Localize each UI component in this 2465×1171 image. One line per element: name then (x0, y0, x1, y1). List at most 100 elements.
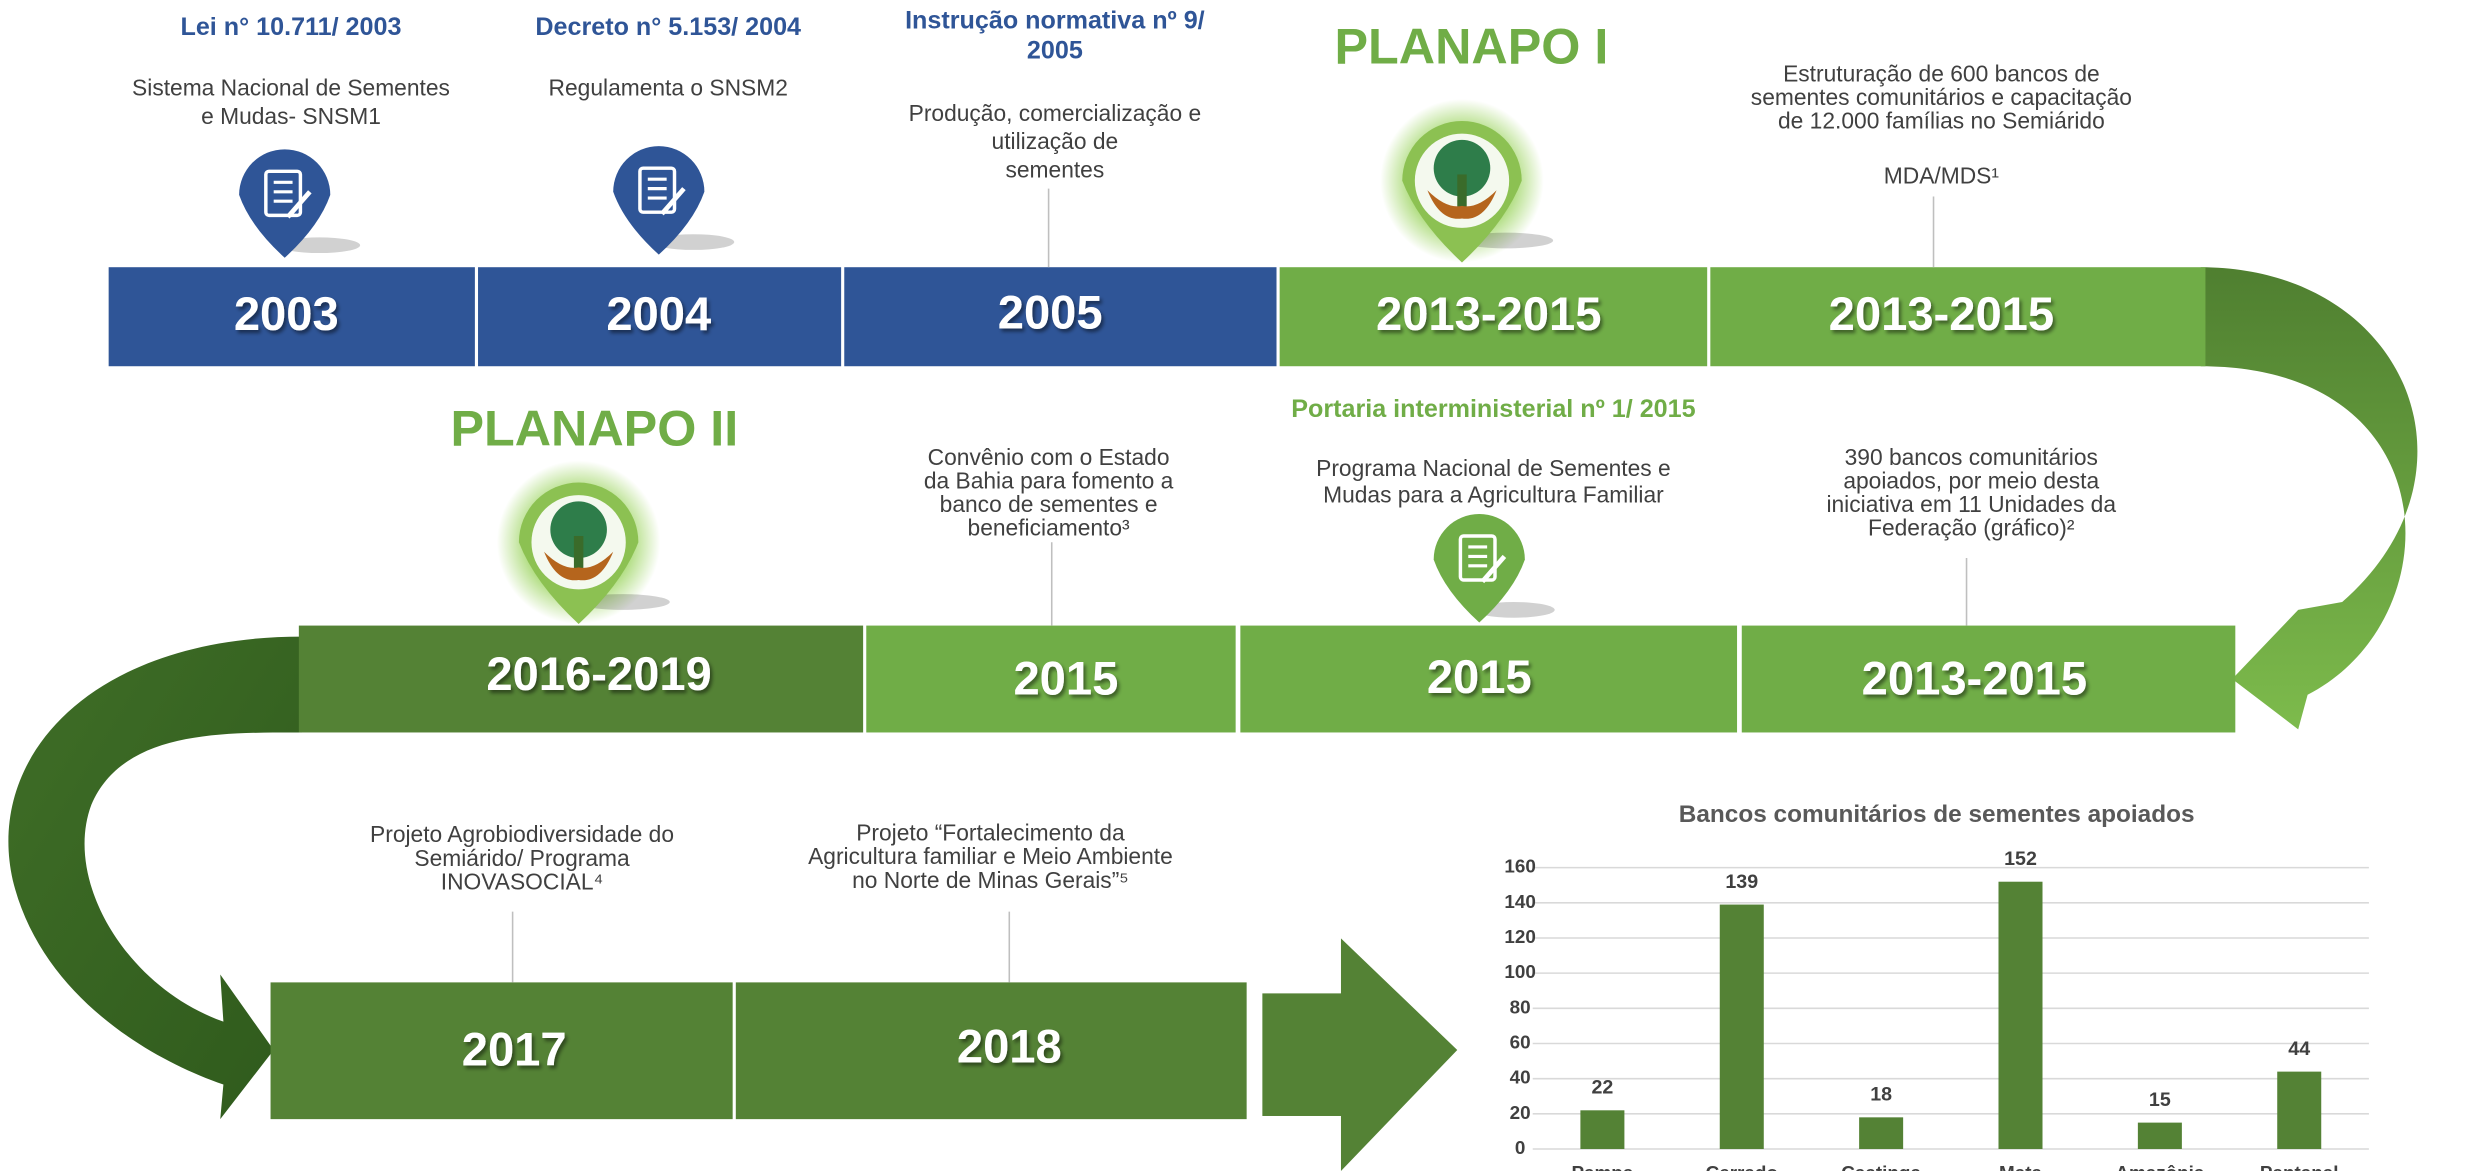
year-label: 2015 (1427, 650, 1532, 703)
pin (239, 149, 331, 258)
event-description: Regulamenta o SNSM2 (549, 75, 788, 101)
doc-icon (1458, 534, 1497, 582)
event-title: PLANAPO I (1335, 18, 1609, 75)
bar (2137, 1122, 2182, 1149)
bar-chart: Bancos comunitários de sementes apoiados… (1504, 801, 2369, 1171)
data-label: 18 (1870, 1084, 1892, 1106)
x-tick-label: Cerrado (1706, 1162, 1778, 1171)
doc-icon (638, 166, 677, 214)
curved-arrow-right (2200, 267, 2418, 730)
y-tick-label: 20 (1510, 1102, 1531, 1123)
event-description: Projeto “Fortalecimento da (856, 820, 1125, 846)
tree-trunk (573, 535, 584, 571)
event-title: 2005 (1027, 37, 1083, 65)
event-description: banco de sementes e (940, 491, 1158, 517)
year-bar (1710, 267, 2206, 367)
year-label: 2017 (462, 1023, 567, 1076)
year-label: 2004 (606, 287, 711, 340)
event-description: sementes (1005, 156, 1104, 182)
year-bar (270, 982, 733, 1120)
event-description: 390 bancos comunitários (1845, 444, 2098, 470)
event-description: Sistema Nacional de Sementes (132, 75, 450, 101)
tree-hands (544, 551, 614, 581)
year-bar (844, 267, 1277, 367)
event-description: INOVASOCIAL⁴ (441, 868, 604, 894)
year-bar (735, 982, 1247, 1120)
event-description: de 12.000 famílias no Semiárido (1778, 108, 2105, 134)
bar (1719, 904, 1764, 1149)
x-tick-label: Amazônia (2115, 1162, 2205, 1171)
year-bar (1741, 625, 2236, 733)
event-description: iniciativa em 11 Unidades da (1826, 491, 2116, 517)
year-bar (1279, 267, 1708, 367)
event-description: da Bahia para fomento a (924, 468, 1174, 494)
curved-arrow-left (8, 636, 302, 1120)
event-description: no Norte de Minas Gerais”⁵ (852, 867, 1129, 893)
event-title: Decreto n° 5.153/ 2004 (535, 13, 801, 41)
y-tick-label: 0 (1515, 1137, 1526, 1158)
bar (1859, 1117, 1904, 1149)
event-description: Programa Nacional de Sementes e (1316, 455, 1671, 481)
data-label: 22 (1591, 1076, 1613, 1098)
arrow-body (1262, 993, 1345, 1116)
y-tick-label: 100 (1504, 961, 1535, 982)
data-label: 15 (2149, 1089, 2171, 1111)
x-tick-label: Mata (1999, 1162, 2042, 1171)
doc-icon-pen (660, 187, 686, 216)
year-bar (866, 625, 1236, 733)
doc-icon-pen (1480, 554, 1507, 584)
event-description: Estruturação de 600 bancos de (1783, 60, 2100, 86)
year-label: 2003 (234, 287, 339, 340)
data-label: 44 (2288, 1038, 2310, 1060)
pin (613, 146, 705, 255)
year-label: 2018 (957, 1019, 1062, 1072)
event-description: Federação (gráfico)² (1868, 515, 2075, 541)
event-description: e Mudas- SNSM1 (201, 103, 381, 129)
event-title: Lei n° 10.711/ 2003 (180, 13, 401, 41)
tree-trunk (1457, 174, 1467, 210)
x-tick-label: Pampa (1571, 1162, 1633, 1171)
event-description: apoiados, por meio desta (1843, 468, 2099, 494)
data-label: 139 (1725, 871, 1758, 893)
year-bar (1240, 625, 1738, 733)
event-title: Portaria interministerial nº 1/ 2015 (1291, 395, 1695, 423)
event-description: Mudas para a Agricultura Familiar (1323, 482, 1664, 508)
year-label: 2005 (998, 285, 1103, 338)
year-label: 2016-2019 (486, 647, 711, 700)
x-tick-label: Caatinga (1841, 1162, 1921, 1171)
year-bar (478, 267, 842, 367)
y-tick-label: 140 (1504, 891, 1535, 912)
arrow-head (1340, 938, 1458, 1171)
event-title: Instrução normativa nº 9/ (905, 7, 1205, 35)
year-label: 2013-2015 (1829, 287, 2054, 340)
y-tick-label: 40 (1510, 1067, 1531, 1088)
bar (1998, 881, 2043, 1149)
y-tick-label: 160 (1504, 856, 1535, 877)
event-description: Convênio com o Estado (928, 444, 1170, 470)
y-tick-label: 80 (1510, 996, 1531, 1017)
drawing: 2003 Lei n° 10.711/ 2003 Sistema Nacional … (8, 7, 2418, 1171)
x-tick-label: Pantanal (2260, 1162, 2339, 1171)
event-description: MDA/MDS¹ (1884, 163, 2000, 189)
doc-icon-pen (286, 190, 312, 219)
event-description: Projeto Agrobiodiversidade do (370, 821, 674, 847)
event-description: Semiárido/ Programa (414, 845, 630, 871)
year-label: 2013-2015 (1862, 652, 2087, 705)
tree-hands (1427, 190, 1497, 219)
tree-crown (1433, 139, 1491, 197)
year-label: 2015 (1013, 652, 1118, 705)
year-bar (108, 267, 475, 367)
event-description: utilização de (992, 128, 1119, 154)
event-description: sementes comunitários e capacitação (1751, 84, 2132, 110)
data-label: 152 (2004, 848, 2037, 870)
y-tick-label: 60 (1510, 1031, 1531, 1052)
event-title: PLANAPO II (450, 400, 738, 457)
event-description: beneficiamento³ (968, 515, 1131, 541)
doc-icon (264, 169, 303, 218)
bar (2277, 1071, 2322, 1149)
tree-crown (550, 501, 607, 558)
event-description: Produção, comercialização e (909, 100, 1202, 126)
year-bar (298, 625, 864, 733)
